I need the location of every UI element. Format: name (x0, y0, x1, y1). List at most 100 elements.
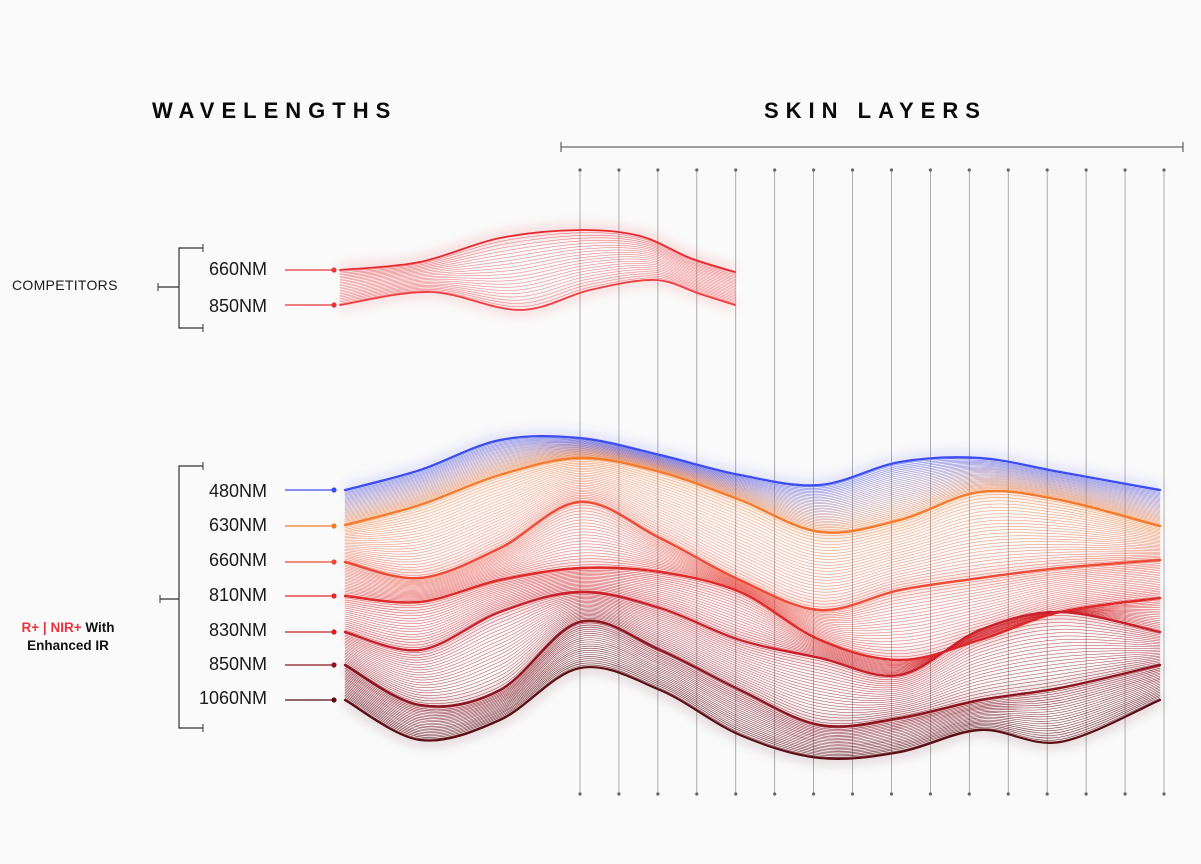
beam-line (339, 245, 736, 282)
product-connector-5-dot (331, 662, 337, 668)
beam-line (343, 456, 1162, 534)
beam-line (344, 641, 1161, 742)
beam-line (344, 643, 1161, 743)
beam-line (344, 452, 1161, 520)
beam-line (344, 500, 1161, 608)
beam-line (344, 540, 1161, 634)
beam-line (339, 235, 736, 276)
skin-layer-dot-top (1084, 168, 1088, 172)
beam-line (339, 265, 736, 295)
product-connector-0-dot (331, 487, 337, 493)
beam-line (339, 269, 736, 298)
skin-layer-dot-bottom (773, 792, 777, 796)
skin-layer-dot-bottom (617, 792, 621, 796)
beam-line (339, 252, 736, 286)
beam-line (344, 622, 1161, 729)
skin-layer-dot-bottom (1162, 792, 1166, 796)
beam-line (344, 568, 1161, 662)
skin-layer-dot-top (928, 168, 933, 172)
skin-layer-dot-bottom (1045, 792, 1049, 796)
skin-layers-heading: SKIN LAYERS (764, 98, 987, 123)
beam-line (344, 658, 1161, 754)
product-label-sep: | (39, 620, 51, 635)
product-wavelength-480: 480NM (209, 481, 268, 501)
beam-line (344, 455, 1161, 527)
beam-line (339, 258, 736, 291)
beam-line (344, 606, 1161, 699)
competitor-850-connector-dot (331, 302, 337, 308)
beam-line (344, 474, 1161, 563)
beam-line (344, 476, 1161, 566)
beam-line (344, 438, 1161, 494)
beam-line (339, 249, 736, 285)
beam-line (344, 531, 1161, 627)
beam-line (344, 571, 1161, 663)
beam-line (344, 599, 1161, 689)
beam-line (344, 462, 1161, 542)
beam-line (344, 549, 1161, 642)
beam-line (344, 442, 1161, 500)
beam-line (339, 256, 736, 289)
competitor-wavelength-660: 660NM (209, 259, 268, 279)
product-connector-6-dot (331, 697, 337, 703)
beam-line (339, 242, 736, 280)
beam-line (344, 453, 1161, 524)
beam-line (344, 513, 1161, 617)
skin-layer-dot-top (617, 168, 621, 172)
beam-line (344, 441, 1161, 499)
beam-line (344, 582, 1161, 670)
beam-line (343, 566, 1162, 662)
beam-line (344, 618, 1161, 722)
beam-line (344, 580, 1161, 669)
skin-layer-dot-bottom (889, 792, 894, 796)
beam-line (344, 507, 1161, 614)
skin-layer-dot-bottom (1006, 792, 1010, 796)
product-wavelength-810: 810NM (209, 585, 268, 605)
product-label-nir: NIR+ (50, 620, 82, 635)
competitors-label: COMPETITORS (12, 277, 118, 293)
beam-line (344, 656, 1161, 752)
beam-line (343, 500, 1162, 612)
skin-layer-dot-top (1162, 168, 1166, 172)
beam-line (344, 519, 1161, 620)
beam-line (344, 612, 1161, 711)
beam-line (344, 445, 1161, 505)
skin-layer-dot-top (734, 168, 738, 172)
product-connector-2-dot (331, 559, 337, 565)
beam-line (344, 456, 1161, 530)
beam-line (343, 590, 1162, 677)
beam-line (339, 267, 736, 297)
beam-line (339, 279, 736, 311)
skin-layer-dot-top (812, 168, 816, 172)
beam-line (339, 263, 736, 294)
beam-line (344, 451, 1161, 517)
beam-line (344, 664, 1161, 758)
beam-line (344, 444, 1161, 504)
skin-layer-dot-bottom (1123, 792, 1127, 796)
beam-line (344, 481, 1161, 575)
beam-line (344, 626, 1161, 732)
beam-line (344, 585, 1161, 672)
beam-line (344, 504, 1161, 612)
beam-line (344, 479, 1161, 572)
beam-line (344, 440, 1161, 497)
beam-line (344, 448, 1161, 511)
product-wavelength-630: 630NM (209, 515, 268, 535)
beam-line (344, 619, 1161, 724)
beam-line (344, 436, 1161, 492)
skin-layer-dot-bottom (850, 792, 855, 796)
beam-line (344, 575, 1161, 666)
skin-layer-dot-top (1123, 168, 1127, 172)
skin-layer-dot-bottom (578, 792, 582, 796)
product-label-r: R+ (21, 620, 40, 635)
beam-line (344, 603, 1161, 695)
beam-line (339, 237, 736, 277)
beam-line (344, 467, 1161, 551)
product-wavelength-660: 660NM (209, 550, 268, 570)
beam-line (344, 522, 1161, 622)
product-connector-1-dot (331, 523, 337, 529)
beam-line (344, 483, 1161, 578)
beam-line (344, 604, 1161, 697)
beam-line (339, 260, 736, 292)
beam-line (344, 607, 1161, 701)
